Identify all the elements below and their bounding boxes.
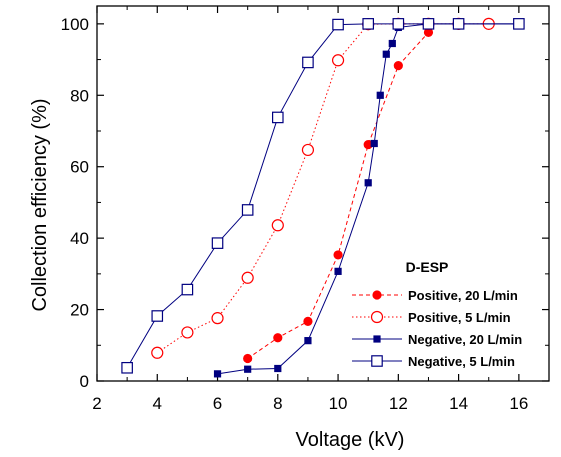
series-line [156, 23, 489, 354]
y-tick-label: 40 [70, 229, 89, 248]
data-point [334, 267, 342, 275]
data-point [271, 219, 284, 232]
data-point [151, 310, 164, 322]
data-point [272, 111, 284, 124]
data-point [333, 250, 343, 260]
y-tick-label: 0 [80, 372, 89, 391]
data-point [211, 237, 224, 249]
legend: D-ESP Positive, 20 L/min Positive, 5 L/min… [352, 259, 522, 369]
data-point [370, 139, 378, 148]
data-point [181, 326, 194, 339]
data-point [388, 39, 396, 48]
legend-item: Negative, 20 L/min [352, 332, 522, 347]
legend-swatch-marker [370, 310, 384, 324]
x-tick-label: 12 [389, 394, 408, 413]
legend-swatch-marker [371, 355, 383, 367]
data-point [452, 18, 465, 30]
y-axis-title: Collection efficiency (%) [29, 98, 51, 311]
data-point [393, 61, 403, 71]
data-point [303, 316, 313, 326]
x-axis-title: Voltage (kV) [296, 429, 405, 451]
data-point [301, 143, 315, 157]
y-tick-label: 100 [61, 15, 89, 34]
x-tick-label: 16 [509, 394, 528, 413]
data-point [332, 18, 344, 31]
data-point [244, 365, 252, 373]
legend-label: Positive, 5 L/min [408, 310, 511, 325]
x-tick-label: 8 [273, 394, 282, 413]
data-point [213, 370, 222, 378]
x-tick-label: 2 [92, 394, 101, 413]
plot-frame [96, 5, 550, 382]
plot-series [121, 17, 525, 378]
data-point [362, 18, 374, 30]
y-tick-label: 60 [70, 158, 89, 177]
x-tick-label: 14 [449, 394, 468, 413]
legend-item: Negative, 5 L/min [352, 354, 515, 369]
data-point [331, 54, 345, 67]
data-point [121, 361, 133, 374]
legend-item: Positive, 20 L/min [352, 288, 518, 303]
data-point [513, 18, 525, 30]
series-1 [243, 27, 434, 364]
x-tick-label: 10 [329, 394, 348, 413]
data-point [376, 91, 384, 99]
series-2 [151, 17, 495, 359]
legend-label: Negative, 20 L/min [408, 332, 522, 347]
data-point [241, 271, 254, 284]
y-tick-label: 80 [70, 86, 89, 105]
data-point [211, 312, 224, 325]
data-point [392, 18, 405, 30]
data-point [274, 364, 282, 373]
data-point [304, 337, 312, 345]
data-point [302, 56, 314, 69]
data-point [181, 283, 194, 296]
data-point [273, 333, 283, 343]
data-point [382, 50, 390, 58]
legend-swatch-marker [372, 290, 382, 300]
legend-label: Negative, 5 L/min [408, 354, 515, 369]
data-point [243, 353, 253, 364]
data-point [151, 346, 164, 359]
data-point [364, 179, 372, 187]
x-tick-label: 4 [153, 394, 162, 413]
legend-title: D-ESP [406, 259, 449, 275]
series-4 [121, 18, 525, 374]
series-line [247, 32, 429, 359]
plot-axes: 2 4 6 8 10 12 14 16 0 20 40 60 80 100 [61, 5, 550, 413]
y-tick-label: 20 [70, 301, 89, 320]
legend-swatch-marker [373, 335, 381, 343]
data-point [241, 204, 254, 216]
legend-label: Positive, 20 L/min [408, 288, 518, 303]
legend-item: Positive, 5 L/min [352, 310, 511, 325]
data-point [422, 18, 435, 30]
x-tick-label: 6 [213, 394, 222, 413]
